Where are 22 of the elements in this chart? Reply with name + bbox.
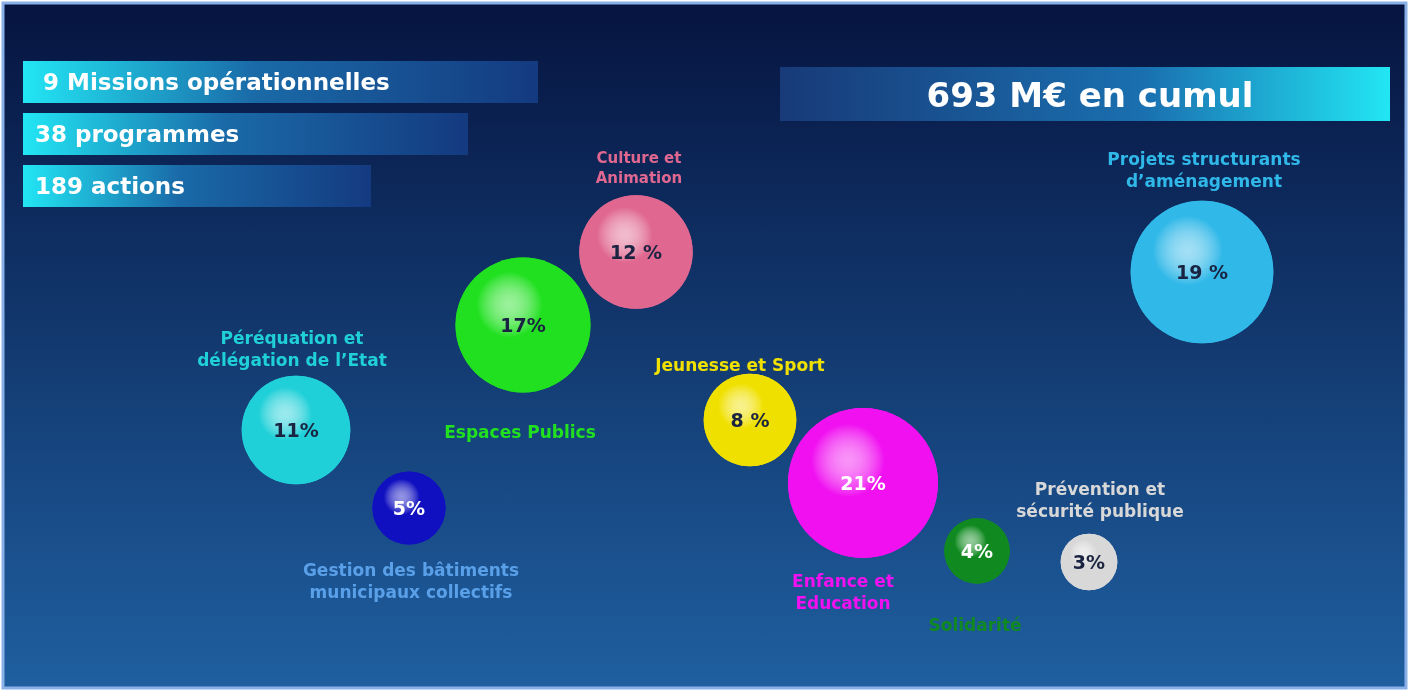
category-label: Péréquation et délégation de l’Etat — [197, 328, 387, 370]
text: 9 Missions opérationnelles — [43, 69, 390, 95]
text: 189 actions — [35, 173, 185, 199]
category-label: Projets structurants d’aménagement — [1107, 149, 1301, 191]
text: 38 programmes — [35, 121, 240, 147]
data-label: 11% — [273, 419, 319, 441]
text: 693 M€ en cumul — [926, 75, 1254, 115]
data-label: 8 % — [730, 409, 770, 431]
data-label: 5% — [392, 497, 426, 519]
category-label: Jeunesse et Sport — [654, 355, 825, 375]
data-label: 19 % — [1175, 261, 1229, 283]
category-label: Culture et Animation — [595, 149, 683, 187]
category-label: Espaces Publics — [444, 422, 596, 442]
data-label: 3% — [1072, 551, 1106, 573]
data-label: 4% — [960, 540, 994, 562]
category-label: Prévention et sécurité publique — [1016, 479, 1184, 521]
data-label: 21% — [840, 472, 886, 494]
category-label: Gestion des bâtiments municipaux collectifs — [302, 560, 520, 602]
data-label: 12 % — [609, 241, 663, 263]
data-label: 17% — [500, 314, 546, 336]
category-label: Solidarité — [928, 615, 1022, 635]
category-label: Enfance et Education — [792, 571, 894, 613]
